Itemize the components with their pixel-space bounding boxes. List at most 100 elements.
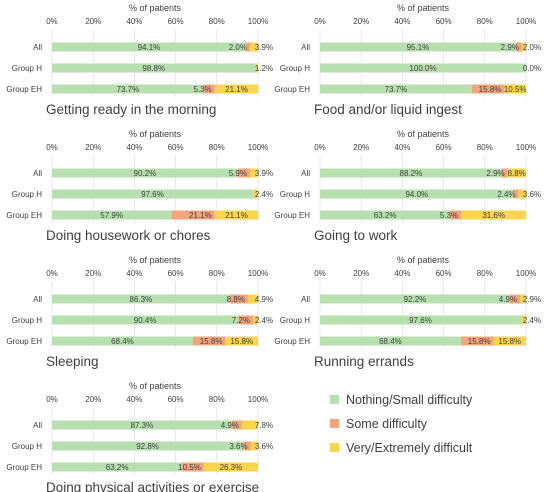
bar-segment-some bbox=[182, 462, 204, 472]
bar-segment-nothing bbox=[52, 336, 193, 346]
bar-segment-some bbox=[171, 210, 215, 220]
bar-segment-nothing bbox=[52, 42, 246, 52]
bar-segment-very bbox=[249, 42, 258, 52]
bar-segment-very bbox=[250, 441, 258, 451]
bar-segment-very bbox=[504, 84, 526, 94]
x-tick-label: 100% bbox=[248, 395, 268, 404]
x-tick-label: 0% bbox=[46, 143, 58, 152]
category-label: Group H bbox=[12, 316, 42, 325]
x-tick-label: 60% bbox=[436, 17, 452, 26]
chart-title: Doing housework or chores bbox=[46, 228, 211, 243]
category-label: Group H bbox=[280, 316, 310, 325]
legend-label: Nothing/Small difficulty bbox=[346, 393, 473, 407]
data-label: 15.8% bbox=[200, 337, 223, 346]
data-label: 5.9% bbox=[229, 169, 247, 178]
chart-panel-3: % of patients 0% 20% 40% 60% 80% 100% All 90.2% 5… bbox=[6, 129, 273, 243]
x-tick-label: 40% bbox=[394, 269, 410, 278]
data-label: 97.6% bbox=[141, 190, 164, 199]
category-label: All bbox=[33, 43, 42, 52]
category-label: All bbox=[301, 295, 310, 304]
data-label: 2.9% bbox=[486, 169, 504, 178]
bar-segment-very bbox=[225, 336, 258, 346]
x-axis-title: % of patients bbox=[129, 129, 182, 139]
x-tick-label: 60% bbox=[168, 143, 184, 152]
x-tick-label: 0% bbox=[46, 17, 58, 26]
x-tick-label: 20% bbox=[85, 395, 101, 404]
x-tick-label: 100% bbox=[516, 17, 536, 26]
bar-segment-very bbox=[520, 294, 526, 304]
x-tick-label: 20% bbox=[353, 17, 369, 26]
data-label: 7.2% bbox=[232, 316, 250, 325]
data-label: 5.3% bbox=[440, 211, 458, 220]
bar-segment-nothing bbox=[52, 294, 230, 304]
bar-segment-nothing bbox=[52, 315, 239, 325]
legend-swatch-very bbox=[330, 443, 339, 452]
bar-segment-some bbox=[501, 168, 508, 178]
legend-swatch-some bbox=[330, 419, 339, 428]
data-label: 21.1% bbox=[225, 85, 248, 94]
x-tick-label: 100% bbox=[248, 17, 268, 26]
data-label: 57.9% bbox=[100, 211, 123, 220]
chart-panel-6: % of patients 0% 20% 40% 60% 80% 100% All 92.2% 4… bbox=[274, 255, 541, 369]
x-tick-label: 60% bbox=[168, 395, 184, 404]
x-tick-label: 60% bbox=[436, 269, 452, 278]
x-tick-label: 100% bbox=[516, 143, 536, 152]
data-label: 2.4% bbox=[255, 316, 273, 325]
data-label: 15.8% bbox=[498, 337, 521, 346]
data-label: 10.5% bbox=[504, 85, 527, 94]
data-label: 97.6% bbox=[409, 316, 432, 325]
category-label: All bbox=[33, 295, 42, 304]
data-label: 21.1% bbox=[225, 211, 248, 220]
bar-segment-very bbox=[507, 168, 526, 178]
x-tick-label: 80% bbox=[477, 143, 493, 152]
x-tick-label: 100% bbox=[248, 269, 268, 278]
bar-segment-nothing bbox=[320, 294, 510, 304]
chart-panel-1: % of patients 0% 20% 40% 60% 80% 100% All 94.1% 2… bbox=[6, 3, 273, 117]
bar-segment-very bbox=[253, 189, 258, 199]
x-tick-label: 20% bbox=[85, 17, 101, 26]
x-tick-label: 0% bbox=[314, 269, 326, 278]
data-label: 31.6% bbox=[482, 211, 505, 220]
data-label: 3.6% bbox=[523, 190, 541, 199]
chart-title: Going to work bbox=[314, 228, 398, 243]
chart-title: Running errands bbox=[314, 354, 414, 369]
category-label: Group H bbox=[280, 64, 310, 73]
x-tick-label: 80% bbox=[209, 269, 225, 278]
data-label: 10.5% bbox=[178, 463, 201, 472]
data-label: 94.1% bbox=[138, 43, 161, 52]
bar-segment-some bbox=[450, 210, 462, 220]
x-axis-title: % of patients bbox=[129, 255, 182, 265]
category-label: All bbox=[33, 421, 42, 430]
category-label: All bbox=[301, 169, 310, 178]
chart-title: Sleeping bbox=[46, 354, 99, 369]
data-label: 92.2% bbox=[404, 295, 427, 304]
data-label: 63.2% bbox=[374, 211, 397, 220]
data-label: 4.9% bbox=[255, 295, 273, 304]
bar-segment-very bbox=[518, 189, 526, 199]
bar-segment-nothing bbox=[52, 462, 183, 472]
data-label: 88.2% bbox=[400, 169, 423, 178]
x-tick-label: 60% bbox=[168, 269, 184, 278]
x-tick-label: 100% bbox=[248, 143, 268, 152]
data-label: 26.3% bbox=[220, 463, 243, 472]
x-tick-label: 40% bbox=[126, 395, 142, 404]
bar-segment-nothing bbox=[320, 210, 451, 220]
category-label: Group EH bbox=[6, 337, 42, 346]
bar-segment-very bbox=[241, 420, 258, 430]
bar-segment-nothing bbox=[320, 189, 514, 199]
bar-segment-nothing bbox=[320, 42, 516, 52]
legend: Nothing/Small difficulty Some difficulty V… bbox=[330, 393, 473, 455]
bar-segment-very bbox=[461, 210, 527, 220]
data-label: 3.9% bbox=[255, 169, 273, 178]
data-label: 2.4% bbox=[255, 190, 273, 199]
x-tick-label: 40% bbox=[394, 143, 410, 152]
data-label: 73.7% bbox=[385, 85, 408, 94]
chart-title: Food and/or liquid ingest bbox=[314, 102, 462, 117]
bar-segment-some bbox=[471, 84, 505, 94]
x-tick-label: 20% bbox=[85, 143, 101, 152]
data-label: 3.6% bbox=[255, 442, 273, 451]
data-label: 8.8% bbox=[227, 295, 245, 304]
x-axis-title: % of patients bbox=[397, 255, 450, 265]
x-tick-label: 20% bbox=[85, 269, 101, 278]
bar-segment-very bbox=[521, 315, 526, 325]
